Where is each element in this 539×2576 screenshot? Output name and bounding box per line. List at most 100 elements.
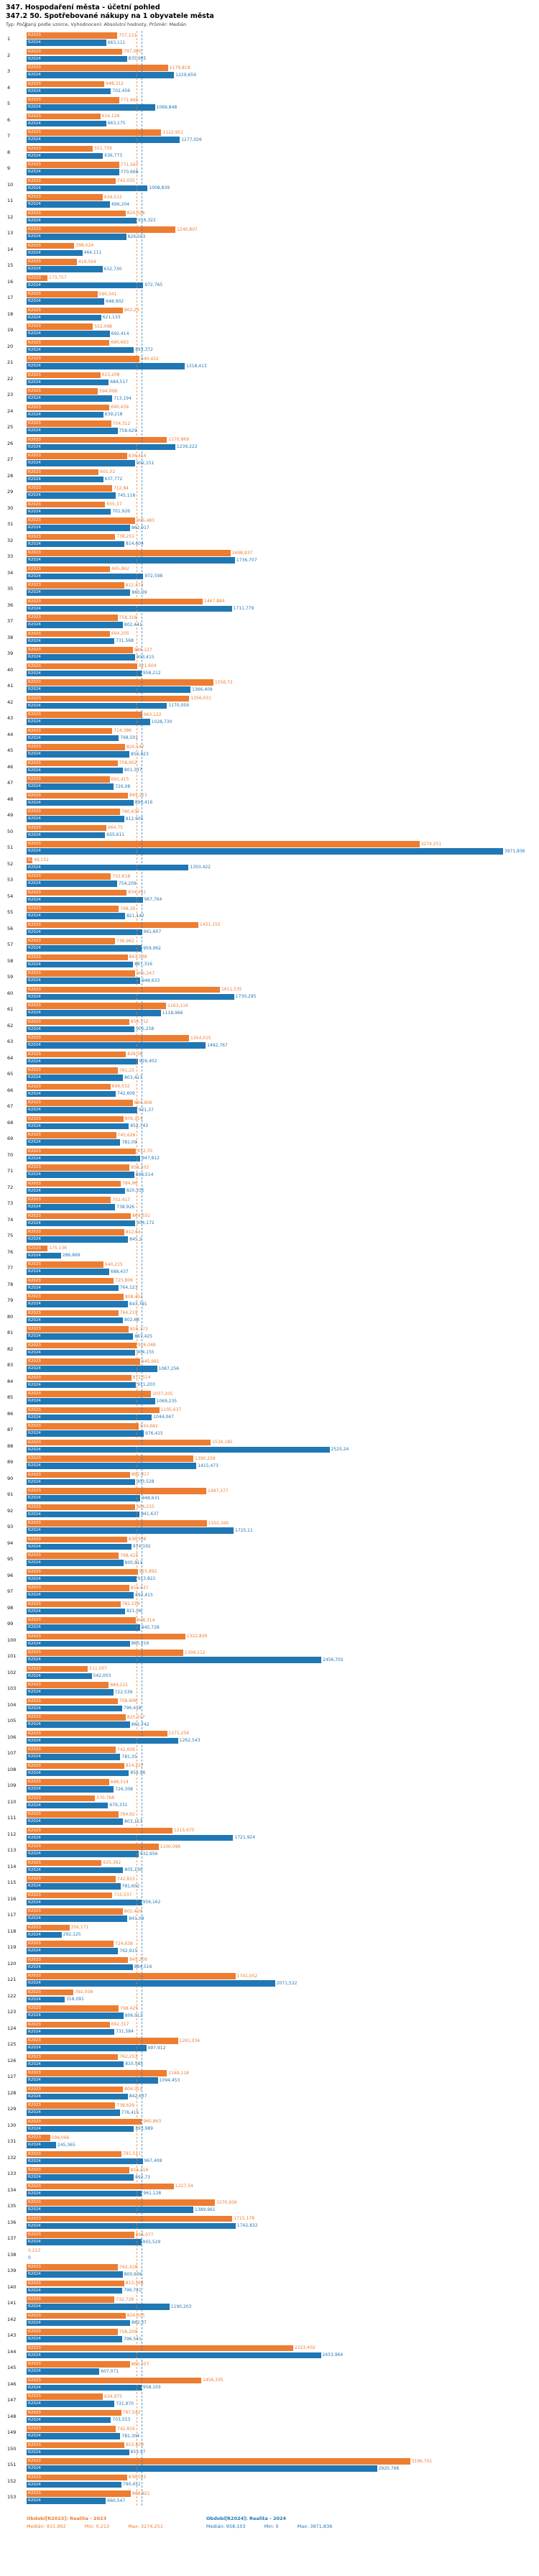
bar-line-r2023: R2023 601,02 [27,469,539,475]
chart-row: 103 R2023 684,215 R2024 722,539 [0,1680,539,1697]
series-label-r2024: R2024 [28,1220,41,1225]
row-index-label: 57 [7,942,14,948]
bar-line-r2023: R2023 869,531 [27,1213,539,1219]
row-index-label: 103 [7,1685,17,1692]
value-label-r2024: 742,609 [117,1091,135,1097]
row-index-label: 3 [7,68,11,75]
value-label-r2024: 790,451 [122,2482,141,2488]
series-label-r2023: R2023 [28,1392,41,1396]
row-index-label: 77 [7,1265,14,1271]
chart-row: 23 R2023 594,908 R2024 713,194 [0,387,539,403]
bar-r2023: R2023 [27,2167,129,2174]
bar-line-r2023: R2023 797,040 [27,48,539,55]
series-label-r2023: R2023 [28,1860,41,1865]
series-label-r2024: R2024 [28,1964,41,1969]
series-label-r2023: R2023 [28,1553,41,1558]
row-bars: R2023 761,25 R2024 803,417 [27,1067,539,1081]
bar-r2024: R2024 [27,945,142,952]
bar-r2024: R2024 [27,460,135,466]
row-bars: R2023 858,203 R2024 896,514 [27,1164,539,1178]
row-index-label: 143 [7,2332,17,2339]
bar-line-r2023: R2023 1163,116 [27,1003,539,1009]
row-index-label: 31 [7,521,14,528]
row-bars: R2023 738,629 R2024 776,415 [27,2102,539,2116]
series-label-r2023: R2023 [28,1715,41,1719]
chart-row: 73 R2023 702,417 R2024 738,926 [0,1195,539,1212]
value-label-r2023: 738,629 [116,2102,135,2108]
series-label-r2023: R2023 [28,1747,41,1752]
series-label-r2024: R2024 [28,2175,41,2179]
bar-line-r2023: R2023 742,035 [27,178,539,184]
value-label-r2023: 48,152 [34,857,49,863]
value-label-r2023: 640,215 [104,1261,123,1267]
bar-line-r2023: R2023 808,452 [27,1294,539,1300]
chart-row: 33 R2023 1698,937 R2024 1736,707 [0,548,539,565]
bar-line-r2023: R2023 768,425 [27,2005,539,2012]
series-label-r2023: R2023 [28,1424,41,1428]
bar-line-r2023: R2023 738,629 [27,2102,539,2109]
bar-line-r2023: R2023 945,991 [27,1358,539,1365]
bar-line-r2024: R2024 2456,702 [27,1657,539,1663]
bar-line-r2024: R2024 758,629 [27,428,539,434]
value-label-r2024: 976,415 [145,1430,163,1436]
bar-r2024: R2024 [27,492,116,499]
value-label-r2023: 1431,155 [199,922,221,928]
bar-line-r2024: R2024 958,212 [27,670,539,676]
value-label-r2024: 806,913 [124,2012,143,2018]
chart-row: 130 R2023 960,863 R2024 893,989 [0,2117,539,2134]
bar-line-r2024: R2024 1008,839 [27,185,539,191]
series-label-r2024: R2024 [28,1188,41,1193]
series-label-r2023: R2023 [28,1828,41,1833]
value-label-r2023: 3274,251 [420,841,442,847]
series-label-r2024: R2024 [28,622,41,627]
value-label-r2023: 736,962 [116,938,134,944]
row-bars: R2023 688,514 R2024 726,308 [27,1779,539,1793]
bar-line-r2024: R2024 884,516 [27,1964,539,1970]
bar-r2023: R2023 [27,906,119,912]
series-label-r2023: R2023 [28,2265,41,2269]
bar-r2024: R2024 [27,2368,100,2375]
bar-r2023: R2023 [27,436,167,443]
bar-r2024: R2024 [27,1592,134,1598]
row-bars: R2023 742,816 R2024 781,304 [27,2426,539,2439]
chart-row: 93 R2023 1502,345 R2024 1725,11 [0,1519,539,1535]
row-index-label: 67 [7,1103,14,1110]
series-label-r2024: R2024 [28,1382,41,1387]
bar-line-r2023: R2023 854,216 [27,2167,539,2174]
value-label-r2024: 781,304 [121,2433,140,2439]
bar-r2024: R2024 [27,589,131,596]
row-index-label: 147 [7,2397,17,2404]
series-label-r2023: R2023 [28,1181,41,1186]
row-index-label: 74 [7,1216,14,1223]
bar-line-r2023: R2023 872,514 [27,1374,539,1381]
value-label-r2024: 1094,453 [159,2077,180,2083]
value-label-r2024: 862,017 [131,525,149,530]
value-label-r2023: 695,862 [111,566,129,572]
row-index-label: 92 [7,1507,14,1514]
series-label-r2024: R2024 [28,1075,41,1080]
value-label-r2023: 1741,052 [236,1973,258,1979]
chart-row: 98 R2023 782,519 R2024 821,06 [0,1600,539,1616]
bar-line-r2024: R2024 636,773 [27,152,539,159]
value-label-r2023: 761,25 [119,1067,135,1073]
series-label-r2023: R2023 [28,1230,41,1234]
bar-line-r2024: R2024 806,913 [27,2012,539,2019]
bar-r2023: R2023 [27,1213,132,1219]
value-label-r2023: 860,107 [131,2361,149,2367]
chart-row: 29 R2023 712,84 R2024 745,118 [0,484,539,500]
bar-r2024: R2024 [27,1624,140,1631]
bar-r2024: R2024 [27,2271,123,2278]
value-label-r2024: 800,936 [124,2271,142,2277]
row-index-label: 104 [7,1701,17,1708]
series-label-r2024: R2024 [28,1981,41,1985]
chart-row: 57 R2023 736,962 R2024 959,962 [0,937,539,953]
series-label-r2023: R2023 [28,2442,41,2447]
value-label-r2023: 1306,112 [185,1650,206,1655]
series-label-r2024: R2024 [28,1237,41,1241]
bar-r2024: R2024 [27,411,103,418]
bar-line-r2023: R2023 921,604 [27,663,539,669]
bar-line-r2024: R2024 292,125 [27,1931,539,1938]
chart-row: 61 R2023 1163,116 R2024 1118,966 [0,1001,539,1018]
series-label-r2024: R2024 [28,137,41,142]
